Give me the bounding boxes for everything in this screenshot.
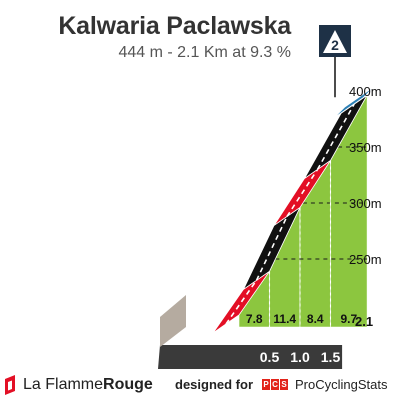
pcs-letter: S	[280, 379, 289, 390]
km-tick-label: 0.5	[260, 349, 280, 365]
chart-labels: 250m 300m 350m 400m 7.8 11.4 8.4 9.7 0.5 1.0 1.5 2.…	[246, 84, 382, 365]
road-segments	[212, 89, 372, 334]
climb-title: Kalwaria Paclawska	[58, 12, 291, 40]
road-centerline	[316, 103, 355, 170]
laflammerouge-logo: La FlammeRouge	[4, 375, 153, 395]
marker-category: 2	[331, 37, 339, 53]
base-side	[160, 295, 186, 347]
y-tick-label: 350m	[349, 140, 382, 155]
y-tick-label: 250m	[349, 252, 382, 267]
gridlines	[268, 146, 368, 327]
y-tick-label: 400m	[349, 84, 382, 99]
climb-profile-chart: 2 250m 300m 350m 400m 7.8 11.4 8.4 9.7 0.5 1.0 1.5…	[158, 25, 382, 369]
side-panels	[238, 94, 368, 328]
total-distance-label: 2.1	[355, 314, 373, 329]
gradient-label: 8.4	[307, 312, 324, 326]
pcs-letter: C	[271, 379, 280, 390]
km-tick-label: 1.5	[321, 349, 341, 365]
brand-prefix: La Flamme	[23, 376, 104, 393]
road-centerline	[255, 216, 288, 281]
designed-for-text: designed for	[175, 377, 254, 392]
pcs-letter: P	[262, 379, 271, 390]
gradient-label: 11.4	[273, 312, 296, 326]
km-tick-label: 1.0	[290, 349, 310, 365]
brand-suffix: Rouge	[103, 376, 153, 393]
designed-for-credit: designed for P C S ProCyclingStats	[175, 377, 388, 392]
category-marker: 2	[319, 25, 351, 98]
flame-icon	[5, 375, 15, 395]
gradient-label: 7.8	[246, 312, 263, 326]
brand-name: La FlammeRouge	[23, 376, 153, 394]
gradient-label: 9.7	[340, 312, 357, 326]
base-front	[158, 345, 343, 369]
pcs-logo: P C S	[262, 379, 289, 390]
marker-triangle	[323, 30, 347, 53]
climb-stats: 444 m - 2.1 Km at 9.3 %	[118, 44, 291, 61]
road-centerline	[286, 169, 319, 217]
summit-cap	[337, 89, 372, 116]
base-layer	[158, 295, 343, 369]
y-tick-label: 300m	[349, 196, 382, 211]
pcs-name: ProCyclingStats	[295, 377, 388, 392]
